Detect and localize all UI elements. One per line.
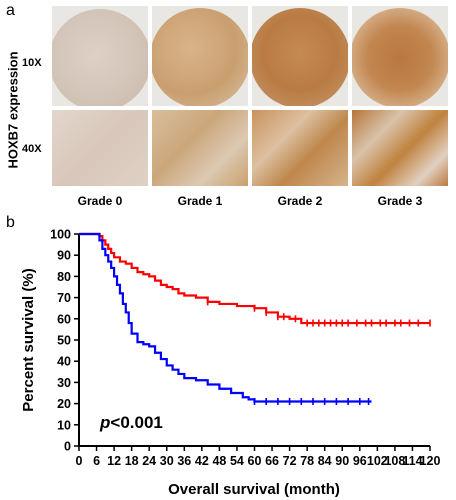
micrograph-40x-grade-3 <box>352 110 448 186</box>
p-value-text: <0.001 <box>110 413 162 432</box>
y-tick-label: 10 <box>57 418 71 432</box>
grade-label: Grade 3 <box>377 194 423 208</box>
x-tick-label: 108 <box>384 454 405 468</box>
micrograph-10x-grade-0 <box>52 6 148 106</box>
y-tick-label: 60 <box>57 312 71 326</box>
micrograph-10x-grade-1 <box>152 6 248 106</box>
p-value-symbol: p <box>99 413 110 432</box>
micrograph-40x-grade-1 <box>152 110 248 186</box>
x-tick-label: 120 <box>420 454 441 468</box>
x-tick-label: 114 <box>402 454 422 468</box>
micrograph-10x-grade-3 <box>352 6 448 106</box>
panel-b-letter: b <box>6 214 15 231</box>
x-tick-label: 90 <box>335 454 349 468</box>
y-axis-label: Percent survival (%) <box>20 268 37 411</box>
p-value-annotation: p<0.001 <box>99 413 163 432</box>
y-tick-label: 20 <box>57 397 71 411</box>
x-tick-label: 12 <box>107 454 121 468</box>
y-tick-label: 40 <box>57 355 71 369</box>
grade-label: Grade 2 <box>277 194 323 208</box>
x-tick-label: 78 <box>300 454 314 468</box>
y-tick-label: 100 <box>50 228 71 242</box>
x-tick-label: 18 <box>125 454 139 468</box>
grade-label: Grade 0 <box>77 194 123 208</box>
x-tick-label: 0 <box>76 454 83 468</box>
x-tick-label: 96 <box>353 454 367 468</box>
x-axis-label: Overall survival (month) <box>168 481 340 498</box>
grade-label: Grade 1 <box>177 194 223 208</box>
x-tick-label: 42 <box>195 454 209 468</box>
x-tick-label: 36 <box>177 454 191 468</box>
x-tick-label: 30 <box>160 454 174 468</box>
y-tick-label: 70 <box>57 291 71 305</box>
label-10x: 10X <box>22 57 42 69</box>
y-tick-label: 80 <box>57 270 71 284</box>
x-tick-label: 66 <box>265 454 279 468</box>
panel-a-letter: a <box>6 2 15 19</box>
y-tick-label: 0 <box>64 440 71 454</box>
x-tick-label: 102 <box>367 454 388 468</box>
x-tick-label: 84 <box>318 454 332 468</box>
micrograph-40x-grade-2 <box>252 110 348 186</box>
survival-curve-1 <box>79 232 372 403</box>
x-tick-label: 48 <box>212 454 226 468</box>
y-tick-label: 90 <box>57 249 71 263</box>
x-tick-label: 24 <box>142 454 156 468</box>
micrograph-40x-grade-0 <box>52 110 148 186</box>
y-tick-label: 50 <box>57 334 71 348</box>
micrograph-10x-grade-2 <box>252 6 348 106</box>
x-tick-label: 60 <box>248 454 262 468</box>
x-tick-label: 6 <box>93 454 100 468</box>
x-tick-label: 54 <box>230 454 244 468</box>
label-40x: 40X <box>22 143 42 155</box>
y-tick-label: 30 <box>57 376 71 390</box>
x-tick-label: 72 <box>283 454 297 468</box>
